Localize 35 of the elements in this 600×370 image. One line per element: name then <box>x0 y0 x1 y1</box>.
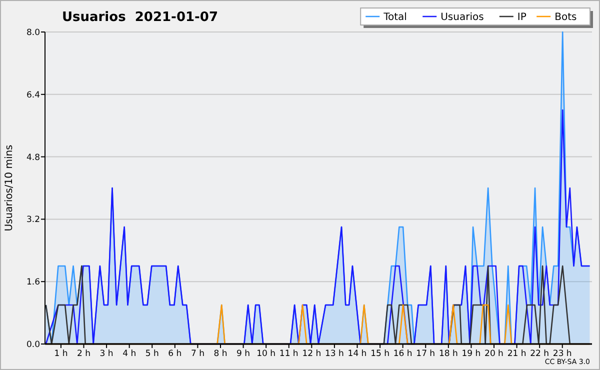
x-tick-label: 10 h <box>256 349 276 359</box>
x-tick-label: 8 h <box>214 349 228 359</box>
x-tick-label: 15 h <box>370 349 390 359</box>
x-tick-label: 18 h <box>438 349 458 359</box>
x-tick-label: 12 h <box>302 349 322 359</box>
x-tick-label: 6 h <box>168 349 182 359</box>
x-tick-label: 16 h <box>393 349 412 359</box>
chart-title: Usuarios 2021-01-07 <box>62 10 218 25</box>
y-tick-label: 4.8 <box>26 152 40 163</box>
legend-label: Bots <box>554 12 577 23</box>
x-tick-label: 2 h <box>76 349 90 359</box>
legend-label: IP <box>517 12 526 23</box>
x-tick-label: 23 h <box>552 349 572 359</box>
x-tick-label: 19 h <box>462 349 481 359</box>
y-tick-label: 6.4 <box>26 90 40 100</box>
x-tick-label: 5 h <box>145 349 159 359</box>
y-axis-title: Usuarios/10 mins <box>4 144 15 232</box>
x-tick-label: 17 h <box>416 349 436 359</box>
y-tick-label: 1.6 <box>26 278 40 288</box>
x-tick-label: 7 h <box>190 349 204 359</box>
x-tick-label: 4 h <box>122 349 136 359</box>
x-tick-label: 13 h <box>325 349 344 359</box>
x-tick-label: 21 h <box>507 349 526 359</box>
x-tick-label: 9 h <box>236 349 250 359</box>
legend-label: Total <box>382 12 407 23</box>
x-tick-label: 14 h <box>348 349 367 359</box>
y-tick-label: 8.0 <box>26 28 40 38</box>
x-tick-label: 3 h <box>100 349 114 359</box>
y-tick-label: 3.2 <box>26 215 40 226</box>
x-tick-label: 22 h <box>530 349 550 359</box>
x-tick-label: 20 h <box>484 349 504 359</box>
x-tick-label: 1 h <box>54 349 68 359</box>
y-tick-label: 0.0 <box>26 340 40 350</box>
legend-label: Usuarios <box>440 12 484 23</box>
x-tick-label: 11 h <box>279 349 298 359</box>
